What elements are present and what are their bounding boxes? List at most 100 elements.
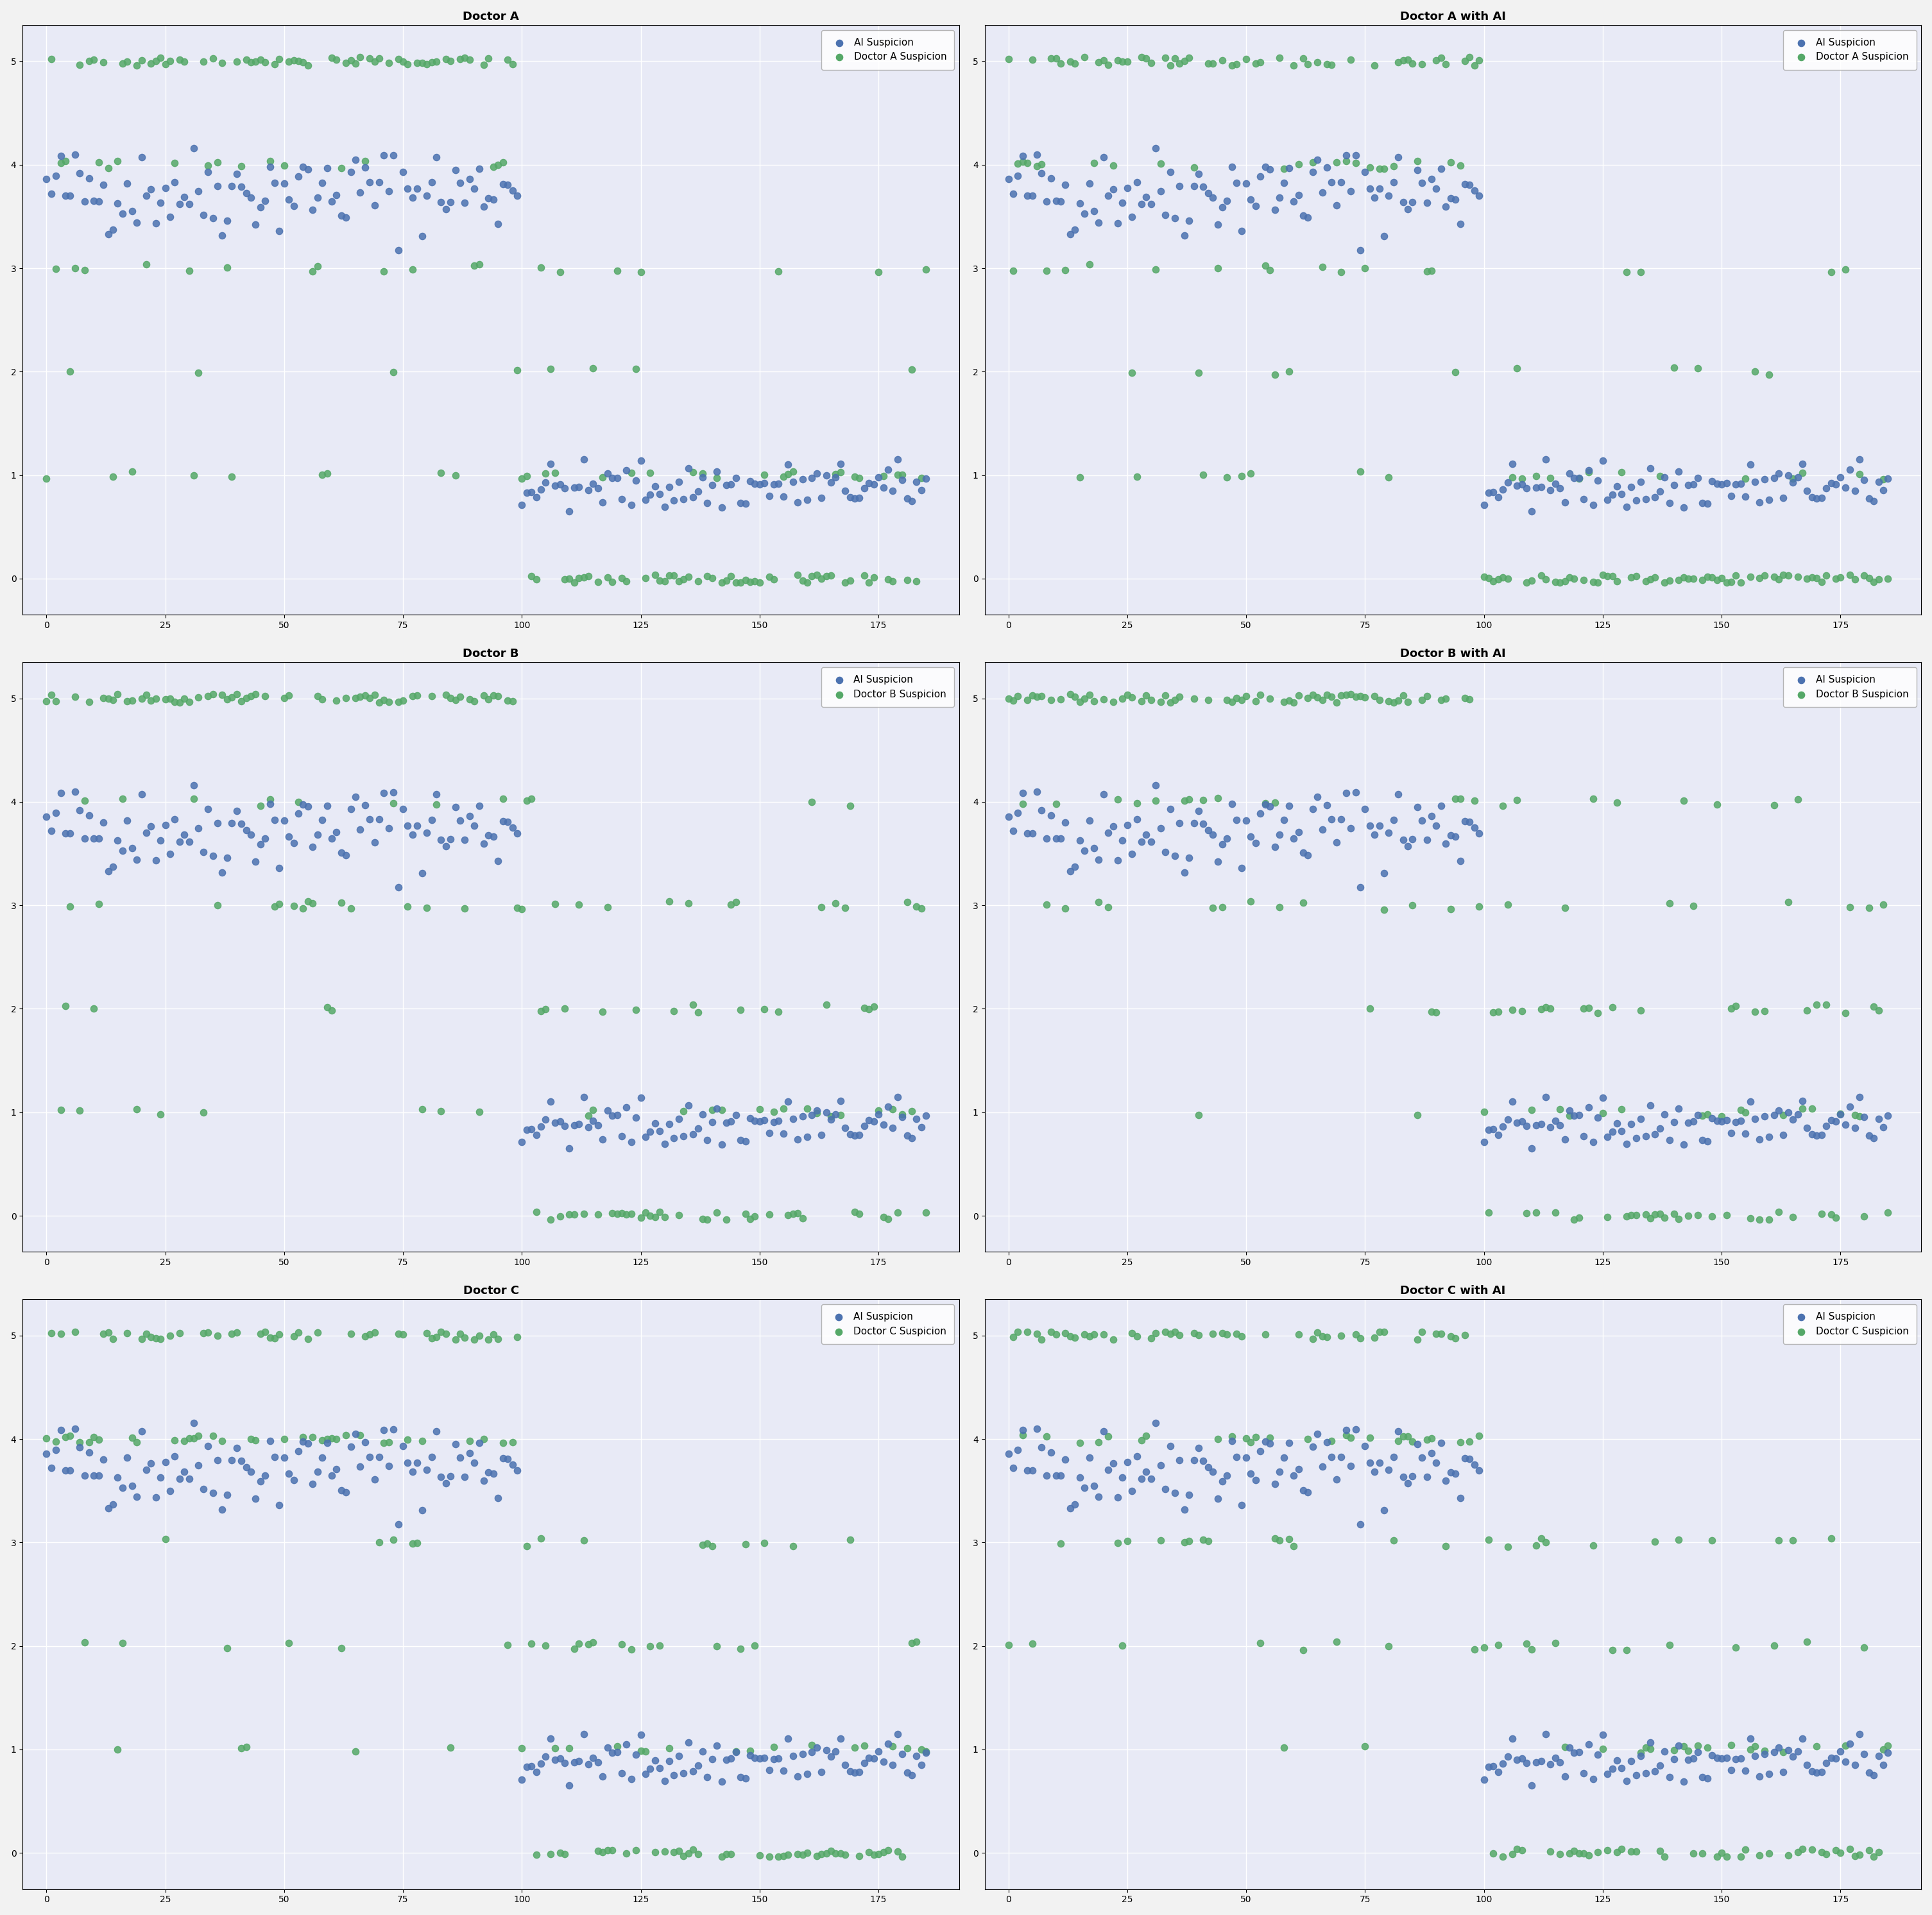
Point	[997, 255, 1028, 285]
Point	[568, 1718, 599, 1748]
Point	[1615, 471, 1646, 502]
Point	[1631, 1120, 1662, 1151]
Point	[1445, 1427, 1476, 1457]
Point	[1387, 823, 1418, 854]
Point	[806, 483, 837, 513]
Point	[578, 1628, 609, 1658]
Point	[763, 1105, 794, 1136]
Point	[1032, 1461, 1063, 1492]
Point	[1507, 469, 1538, 500]
Point	[363, 44, 394, 75]
Point	[750, 1528, 781, 1559]
Point	[274, 1459, 305, 1490]
Point	[1634, 1090, 1665, 1120]
Point	[102, 680, 133, 710]
Point	[301, 1457, 332, 1488]
Point	[406, 858, 437, 889]
Point	[379, 1413, 410, 1444]
Point	[883, 1197, 914, 1228]
Point	[539, 1107, 570, 1138]
Point	[1501, 1835, 1532, 1865]
Point	[782, 1838, 813, 1869]
Point	[1464, 1455, 1495, 1486]
Point	[1774, 559, 1804, 590]
Point	[1687, 488, 1718, 519]
Point	[701, 1731, 732, 1762]
Point	[1406, 684, 1437, 714]
Point	[1602, 567, 1633, 597]
Point	[1492, 1105, 1522, 1136]
Point	[997, 1453, 1028, 1484]
Point	[1065, 1427, 1095, 1457]
Point	[1412, 257, 1443, 287]
Point	[1393, 44, 1424, 75]
Point	[1511, 1111, 1542, 1141]
Point	[155, 1476, 185, 1507]
Point	[1368, 220, 1399, 251]
Point	[811, 1735, 842, 1766]
Point	[1868, 889, 1899, 919]
Point	[1121, 1440, 1151, 1471]
Point	[887, 460, 918, 490]
Point	[730, 1199, 761, 1229]
Point	[777, 1741, 808, 1771]
Point	[1596, 1116, 1627, 1147]
Point	[450, 42, 481, 73]
Point	[1544, 1111, 1575, 1141]
Point	[838, 483, 869, 513]
Point	[672, 1727, 703, 1758]
Point	[1097, 1323, 1128, 1354]
Point	[997, 686, 1028, 716]
Point	[1735, 1724, 1766, 1754]
Point	[1208, 892, 1238, 923]
Point	[1374, 1632, 1405, 1662]
Point	[636, 458, 667, 488]
Point	[1816, 1743, 1847, 1773]
Point	[1169, 785, 1200, 816]
Point	[464, 153, 495, 184]
Point	[373, 814, 404, 845]
Point	[1810, 1838, 1841, 1869]
Point	[887, 1099, 918, 1130]
Point	[558, 1633, 589, 1664]
Point	[1221, 50, 1252, 80]
Point	[444, 1319, 475, 1350]
Point	[767, 462, 798, 492]
Point	[906, 892, 937, 923]
Point	[1007, 146, 1037, 176]
Point	[278, 890, 309, 921]
Point	[1830, 255, 1861, 285]
Point	[1049, 806, 1080, 837]
Point	[1716, 481, 1747, 511]
Point	[1611, 1766, 1642, 1796]
Point	[1325, 1321, 1356, 1352]
Point	[1159, 684, 1190, 714]
Point	[626, 1720, 657, 1750]
Point	[1387, 680, 1418, 710]
Point	[1036, 1316, 1066, 1346]
Point	[278, 44, 309, 75]
Point	[763, 996, 794, 1026]
Point	[168, 684, 199, 714]
Point	[106, 835, 137, 866]
Point	[1553, 458, 1584, 488]
Point	[1150, 1475, 1180, 1505]
Point	[1368, 858, 1399, 889]
Point	[639, 559, 670, 590]
Point	[292, 1429, 323, 1459]
Point	[611, 454, 641, 484]
Point	[265, 852, 296, 883]
Point	[240, 1484, 270, 1515]
Point	[1520, 1746, 1551, 1777]
Point	[910, 1737, 941, 1768]
Point	[578, 469, 609, 500]
Point	[1650, 1099, 1681, 1130]
Point	[1341, 777, 1372, 808]
Point	[835, 481, 866, 511]
Point	[1074, 249, 1105, 280]
Title: Doctor C: Doctor C	[464, 1285, 520, 1296]
Point	[1244, 799, 1275, 829]
Point	[1296, 157, 1327, 188]
Point	[1615, 563, 1646, 594]
Point	[1781, 1836, 1812, 1867]
